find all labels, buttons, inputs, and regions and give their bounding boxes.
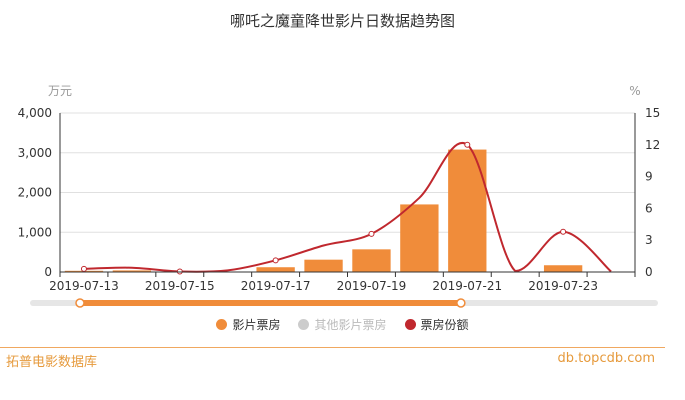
bar [400,204,439,272]
legend-label: 影片票房 [232,318,281,332]
share-line [83,141,612,273]
x-axis-tick-label: 2019-07-17 [241,279,311,293]
x-axis-tick-label: 2019-07-15 [145,279,215,293]
right-axis-unit: % [629,84,640,98]
left-axis-tick-label: 4,000 [18,106,52,120]
zoom-slider-range [80,300,461,306]
bar [256,267,295,272]
x-axis-tick-label: 2019-07-19 [337,279,407,293]
legend-item[interactable]: 影片票房 [216,316,280,333]
left-axis-tick-label: 3,000 [18,146,52,160]
x-axis-tick-label: 2019-07-21 [432,279,502,293]
x-axis-tick-label: 2019-07-23 [528,279,598,293]
share-point [272,257,279,264]
share-point [368,230,375,237]
bar [448,149,487,272]
chart-title: 哪吒之魔童降世影片日数据趋势图 [229,12,455,30]
legend-item[interactable]: 其他影片票房 [298,316,387,333]
bar [352,249,391,272]
share-point [176,268,183,275]
legend-marker-icon [404,319,416,330]
footer-site-link[interactable]: db.topcdb.com [557,351,656,366]
footer-source-label: 拓普电影数据库 [6,355,98,370]
left-axis-tick-label: 1,000 [18,225,52,239]
bar [543,265,583,272]
chart-legend: 影片票房 其他影片票房 票房份额 [0,316,685,333]
footer-divider [0,347,665,348]
legend-marker-icon [298,319,310,330]
legend-marker-icon [216,319,228,330]
legend-label: 其他影片票房 [314,318,387,332]
share-point [464,141,471,148]
zoom-slider-start-handle[interactable] [75,298,85,308]
left-axis-tick-label: 2,000 [18,186,52,200]
right-axis-tick-label: 15 [645,106,660,120]
left-axis-unit: 万元 [48,84,72,98]
right-axis-tick-label: 12 [645,138,660,152]
bar [112,270,152,272]
legend-label: 票房份额 [420,318,469,332]
right-axis-tick-label: 0 [645,265,653,279]
legend-item[interactable]: 票房份额 [404,316,469,333]
x-axis-tick-label: 2019-07-13 [49,279,119,293]
right-axis-tick-label: 6 [645,201,653,215]
chart-canvas: 0 1,000 2,000 3,000 4,000 0 3 6 9 12 15 万元 % 2019-07-… [18,84,660,308]
right-axis-tick-label: 9 [645,170,653,184]
share-point [560,228,567,235]
right-axis-tick-label: 3 [645,233,653,247]
zoom-slider-end-handle[interactable] [456,298,466,308]
left-axis-tick-label: 0 [44,265,52,279]
bar [304,259,343,272]
share-point [80,265,87,272]
